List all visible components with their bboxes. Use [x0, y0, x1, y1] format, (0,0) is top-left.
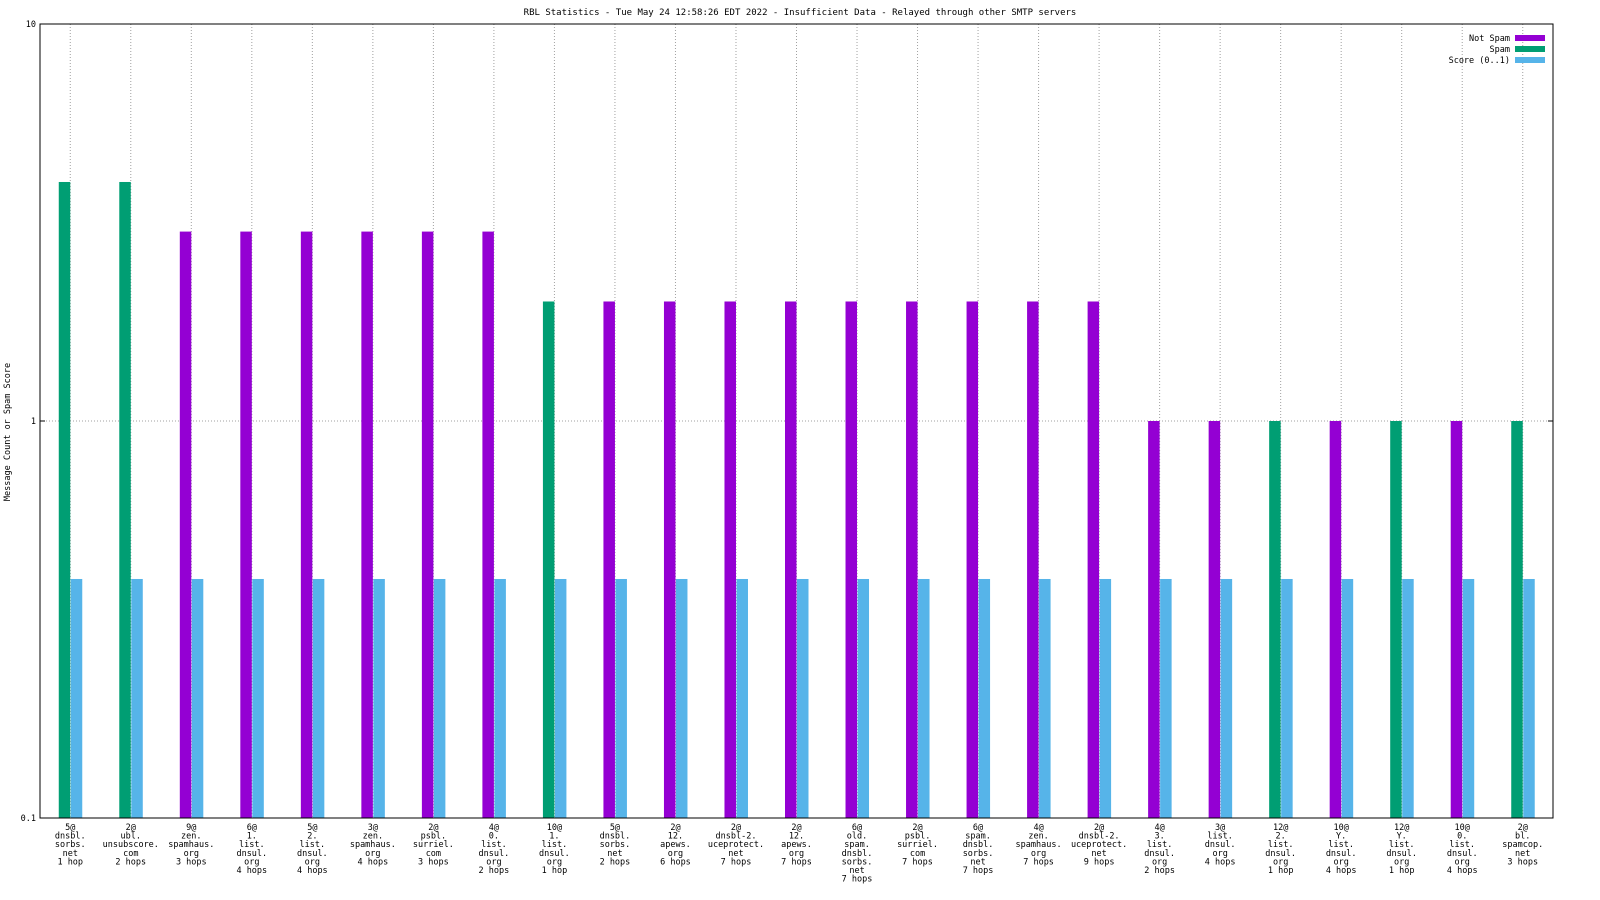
bar-score	[1099, 578, 1112, 818]
x-tick-label: 5@ 2. list. dnsul. org 4 hops	[297, 823, 328, 876]
y-tick-label: 0.1	[21, 814, 36, 824]
bar-score	[918, 578, 930, 818]
bar-score	[797, 578, 809, 818]
bar-not-spam	[724, 301, 736, 818]
legend-label: Not Spam	[1469, 34, 1510, 44]
bar-not-spam	[179, 231, 192, 818]
bar-not-spam	[240, 231, 252, 818]
x-tick-label: 4@ 0. list. dnsul. org 2 hops	[479, 823, 510, 876]
bar-spam	[119, 181, 131, 818]
x-tick-label: 5@ dnsbl. sorbs. net 2 hops	[600, 823, 631, 867]
x-tick-label: 2@ dnsbl-2. uceprotect. net 7 hops	[708, 823, 764, 867]
bar-not-spam	[603, 301, 615, 818]
x-tick-label: 4@ 3. list. dnsul. org 2 hops	[1144, 823, 1175, 876]
bar-not-spam	[361, 231, 373, 818]
bar-score	[554, 578, 567, 818]
x-tick-label: 2@ bl. spamcop. net 3 hops	[1502, 823, 1543, 867]
bar-score	[675, 578, 688, 818]
x-tick-label: 5@ dnsbl. sorbs. net 1 hop	[55, 823, 86, 867]
x-tick-label: 3@ list. dnsul. org 4 hops	[1205, 823, 1236, 867]
plot-border	[39, 23, 1554, 819]
legend-swatch	[1515, 46, 1545, 52]
bar-score	[1039, 578, 1051, 818]
bar-score	[1160, 578, 1172, 818]
bar-score	[978, 578, 991, 818]
legend-label: Spam	[1490, 45, 1510, 55]
bar-score	[1523, 578, 1535, 818]
bar-score	[1462, 578, 1475, 818]
x-tick-labels: 5@ dnsbl. sorbs. net 1 hop 2@ ubl. unsubscore. c…	[55, 823, 1543, 885]
bar-score	[131, 578, 143, 818]
bar-not-spam	[906, 301, 918, 818]
bar-not-spam	[1450, 421, 1463, 818]
bar-score	[191, 578, 204, 818]
bar-not-spam	[1027, 301, 1039, 818]
x-tick-label: 4@ zen. spamhaus. org 7 hops	[1016, 823, 1062, 867]
bar-score	[615, 578, 627, 818]
bar-score	[1281, 578, 1293, 818]
bar-not-spam	[845, 301, 858, 818]
y-axis-label: Message Count or Spam Score	[3, 363, 13, 501]
bar-score	[494, 578, 506, 818]
x-tick-label: 12@ 2. list. dnsul. org 1 hop	[1265, 823, 1296, 876]
x-tick-label: 2@ ubl. unsubscore. com 2 hops	[103, 823, 159, 867]
bar-not-spam	[1329, 421, 1342, 818]
y-tick-label: 10	[26, 20, 36, 30]
x-tick-label: 6@ spam. dnsbl. sorbs. net 7 hops	[963, 823, 994, 876]
x-tick-label: 2@ 12. apews. org 6 hops	[660, 823, 691, 867]
bar-not-spam	[966, 301, 979, 818]
x-tick-label: 10@ Y. list. dnsul. org 4 hops	[1326, 823, 1357, 876]
x-tick-label: 3@ zen. spamhaus. org 4 hops	[350, 823, 396, 867]
bar-not-spam	[421, 231, 434, 818]
x-tick-label: 10@ 0. list. dnsul. org 4 hops	[1447, 823, 1478, 876]
bar-spam	[58, 181, 71, 818]
x-tick-label: 2@ dnsbl-2. uceprotect. net 9 hops	[1071, 823, 1127, 867]
x-tick-label: 6@ old. spam. dnsbl. sorbs. net 7 hops	[842, 823, 873, 885]
bar-score	[1220, 578, 1233, 818]
bar-score	[70, 578, 83, 818]
bar-not-spam	[1087, 301, 1100, 818]
bar-not-spam	[300, 231, 313, 818]
bar-not-spam	[785, 301, 797, 818]
bar-score	[373, 578, 385, 818]
legend-label: Score (0..1)	[1449, 56, 1510, 66]
plot-frame: 0.1 1 10	[21, 20, 1554, 824]
bar-score	[1402, 578, 1414, 818]
x-tick-label: 9@ zen. spamhaus. org 3 hops	[168, 823, 214, 867]
bar-score	[857, 578, 870, 818]
x-tick-label: 10@ 1. list. dnsul. org 1 hop	[539, 823, 570, 876]
bars	[58, 181, 1535, 818]
bar-not-spam	[1208, 421, 1221, 818]
legend-swatch	[1515, 35, 1545, 41]
bar-spam	[1390, 421, 1402, 818]
y-tick-label: 1	[31, 417, 36, 427]
x-tick-label: 2@ psbl. surriel. com 7 hops	[897, 823, 938, 867]
grid-lines	[40, 24, 1553, 818]
chart-title: RBL Statistics - Tue May 24 12:58:26 EDT…	[524, 8, 1077, 18]
bar-score	[252, 578, 264, 818]
bar-score	[1341, 578, 1354, 818]
legend-swatch	[1515, 57, 1545, 63]
bar-spam	[542, 301, 555, 818]
bar-score	[312, 578, 325, 818]
x-tick-label: 2@ psbl. surriel. com 3 hops	[413, 823, 454, 867]
bar-not-spam	[482, 231, 494, 818]
x-tick-label: 12@ Y. list. dnsul. org 1 hop	[1386, 823, 1417, 876]
x-tick-label: 6@ 1. list. dnsul. org 4 hops	[236, 823, 267, 876]
bar-spam	[1511, 421, 1523, 818]
bar-not-spam	[663, 301, 676, 818]
bar-spam	[1269, 421, 1281, 818]
bar-score	[433, 578, 446, 818]
bar-not-spam	[1148, 421, 1160, 818]
bar-score	[736, 578, 748, 818]
x-tick-label: 2@ 12. apews. org 7 hops	[781, 823, 812, 867]
